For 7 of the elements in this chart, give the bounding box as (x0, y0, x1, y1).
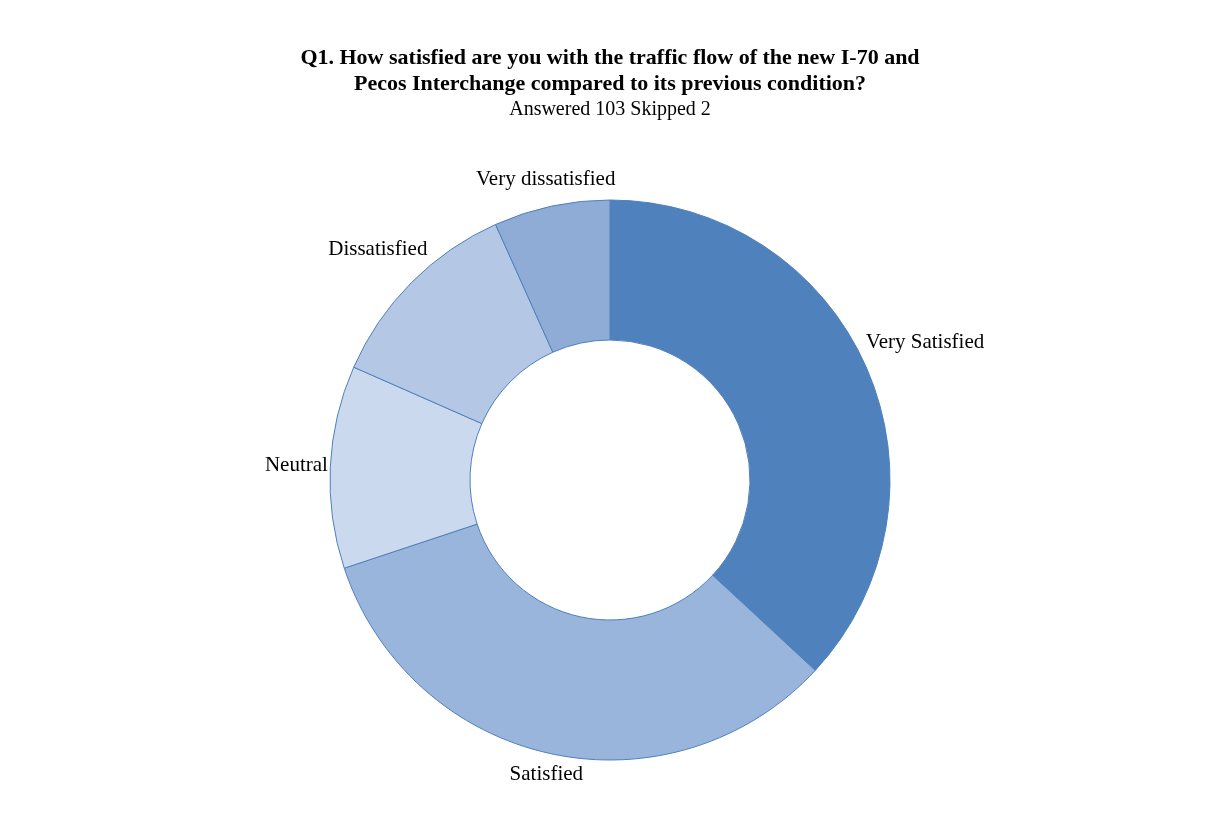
slice-label: Very Satisfied (865, 329, 985, 354)
slice-label: Very dissatisfied (475, 166, 616, 191)
chart-title: Q1. How satisfied are you with the traffic flow of the new I-70 and Pecos Interchange compared to its previous condition? (300, 44, 920, 95)
slice-label: Dissatisfied (328, 236, 428, 261)
slice-label: Neutral (264, 452, 329, 477)
slice-label: Satisfied (509, 760, 584, 785)
chart-subtitle: Answered 103 Skipped 2 (509, 97, 711, 120)
